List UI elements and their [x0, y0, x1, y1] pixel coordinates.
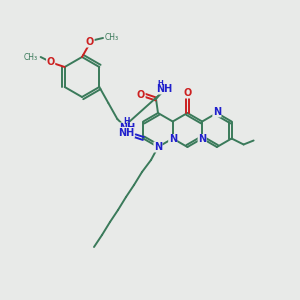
Text: O: O — [183, 88, 192, 98]
Text: N: N — [154, 142, 162, 152]
Text: NH: NH — [156, 84, 172, 94]
Text: CH₃: CH₃ — [105, 34, 119, 43]
Text: N: N — [213, 107, 221, 117]
Text: CH₃: CH₃ — [24, 52, 38, 62]
Text: N: N — [198, 134, 206, 145]
Text: H: H — [123, 116, 130, 125]
Text: O: O — [86, 37, 94, 47]
Text: NH: NH — [119, 123, 135, 133]
Text: N: N — [169, 134, 177, 145]
Text: NH: NH — [118, 128, 134, 137]
Text: O: O — [137, 90, 145, 100]
Text: O: O — [46, 57, 55, 67]
Text: H: H — [157, 80, 163, 86]
